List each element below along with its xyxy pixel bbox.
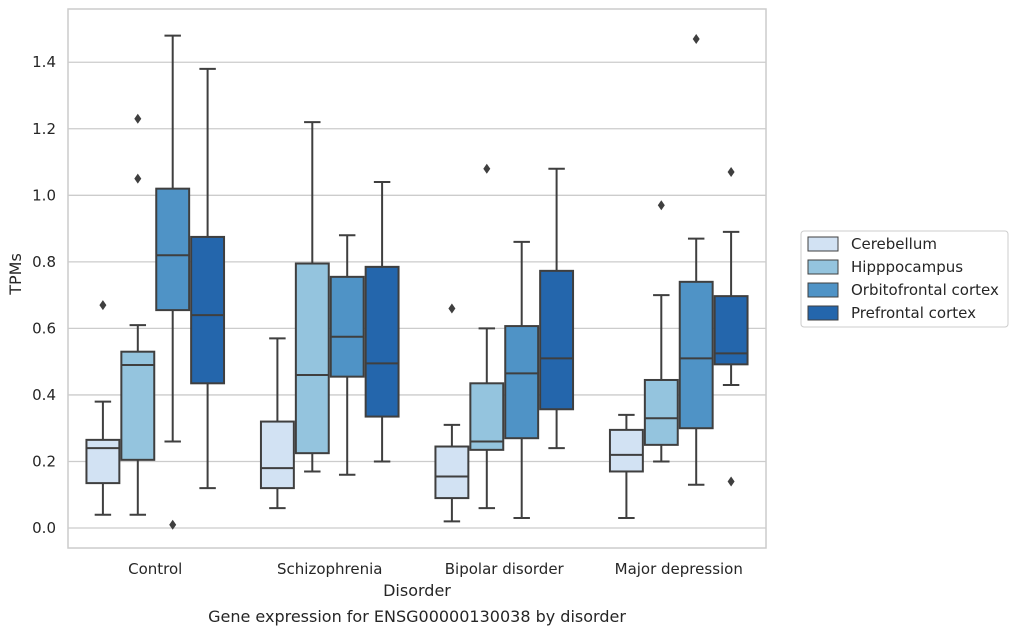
legend-swatch [807,236,839,252]
box-group [434,303,470,523]
box-iqr [364,265,400,418]
box-group [155,34,191,530]
box-iqr [678,280,714,430]
y-tick-label: 1.0 [32,186,56,204]
x-tick-label: Bipolar disorder [445,560,565,578]
box-iqr [259,420,295,490]
box-iqr [190,235,226,385]
y-tick-label: 0.8 [32,253,56,271]
outlier-marker [134,173,142,184]
box-group [259,337,295,510]
legend-label: Orbitofrontal cortex [851,281,999,299]
box-iqr [85,438,121,485]
box-iqr [608,428,644,473]
outlier-marker [169,519,177,530]
box-iqr [539,269,575,411]
outlier-marker [134,113,142,124]
outlier-marker [483,163,491,174]
box-iqr [504,325,540,440]
outlier-marker [727,167,735,178]
box-iqr [155,187,191,312]
box-group [643,200,679,463]
y-tick-label: 0.0 [32,519,56,537]
box-group [364,181,400,463]
outlier-marker [99,300,107,311]
box-group [608,413,644,520]
legend-label: Prefrontal cortex [851,304,976,322]
box-group [539,167,575,450]
box-group [678,33,714,486]
box-group [329,234,365,476]
y-tick-label: 1.4 [32,53,56,71]
box-iqr [120,350,156,461]
boxes [85,33,749,530]
box-iqr [434,445,470,500]
x-tick-label: Schizophrenia [277,560,382,578]
box-group [294,121,330,473]
legend-label: Cerebellum [851,235,937,253]
box-group [504,240,540,520]
box-group [190,67,226,490]
box-group [469,163,505,510]
legend-swatch [807,259,839,275]
box-group [85,300,121,516]
legend-label: Hipppocampus [851,258,963,276]
outlier-marker [727,476,735,487]
x-tick-label: Major depression [615,560,743,578]
outlier-marker [657,200,665,211]
x-tick-labels: Control Schizophrenia Bipolar disorder Majo… [128,560,743,578]
y-tick-label: 1.2 [32,120,56,138]
box-iqr [329,275,365,378]
figure-caption: Gene expression for ENSG00000130038 by d… [208,607,626,626]
legend-swatch [807,305,839,321]
y-tick-labels: 0.0 0.2 0.4 0.6 0.8 1.0 1.2 1.4 [32,53,56,537]
y-tick-label: 0.2 [32,452,56,470]
x-tick-label: Control [128,560,182,578]
box-iqr [294,262,330,455]
y-tick-label: 0.6 [32,319,56,337]
x-axis-title: Disorder [383,581,451,600]
y-axis-title: TPMs [6,253,25,296]
legend: Cerebellum Hipppocampus Orbitofrontal cort… [800,230,1009,328]
box-iqr [469,382,505,451]
legend-swatch [807,282,839,298]
legend-items: Cerebellum Hipppocampus Orbitofrontal cort… [807,235,999,322]
box-group [713,167,749,487]
box-group [120,113,156,516]
plot-frame [67,8,767,549]
box-iqr [643,378,679,446]
outlier-marker [692,33,700,44]
outlier-marker [448,303,456,314]
y-tick-label: 0.4 [32,386,56,404]
legend-frame [800,230,1009,328]
